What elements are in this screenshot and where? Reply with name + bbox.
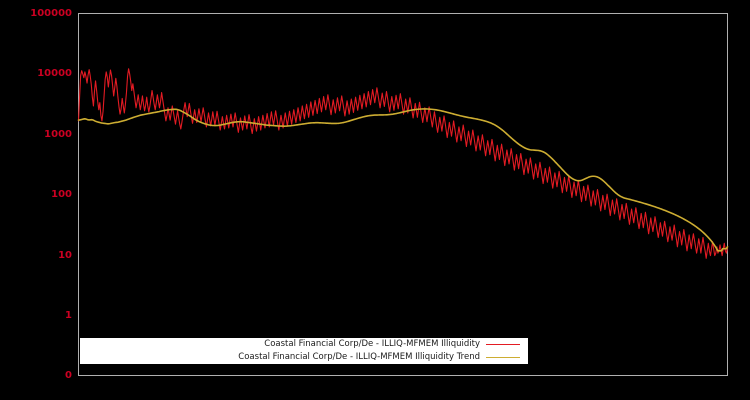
legend-color-swatch bbox=[486, 338, 520, 351]
legend-label: Coastal Financial Corp/De - ILLIQ-MFMEM … bbox=[264, 339, 480, 349]
chart-legend: Coastal Financial Corp/De - ILLIQ-MFMEM … bbox=[80, 338, 528, 364]
y-axis-tick-100000: 100000 bbox=[30, 8, 72, 19]
y-axis-tick-1000: 1000 bbox=[44, 128, 72, 140]
y-axis-tick-1: 1 bbox=[65, 310, 72, 321]
data-series-layer bbox=[77, 68, 729, 259]
legend-color-swatch bbox=[486, 351, 520, 364]
y-axis-tick-10: 10 bbox=[58, 249, 72, 261]
legend-label: Coastal Financial Corp/De - ILLIQ-MFMEM … bbox=[238, 352, 480, 362]
y-axis-tick-10000: 10000 bbox=[37, 68, 72, 80]
axes-frame bbox=[78, 13, 728, 376]
illiquidity-trend-line bbox=[77, 108, 729, 252]
legend-entry[interactable]: Coastal Financial Corp/De - ILLIQ-MFMEM … bbox=[80, 338, 528, 351]
y-axis-tick-100: 100 bbox=[51, 189, 72, 201]
legend-entry[interactable]: Coastal Financial Corp/De - ILLIQ-MFMEM … bbox=[80, 351, 528, 364]
y-axis-tick-0: 0 bbox=[65, 369, 72, 381]
y-axis-tick-labels: 100000 10000 1000 100 10 1 0 bbox=[0, 0, 72, 400]
